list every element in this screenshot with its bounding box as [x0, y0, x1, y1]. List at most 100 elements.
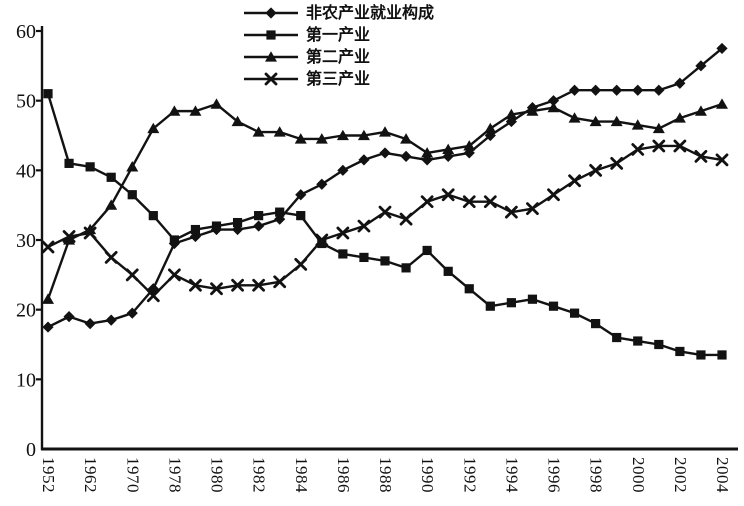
diamond-marker — [568, 84, 581, 96]
square-marker — [359, 252, 369, 263]
triangle-marker — [694, 105, 707, 116]
x-tick-label: 2002 — [671, 457, 690, 493]
square-marker — [338, 249, 348, 259]
diamond-marker — [674, 77, 686, 89]
x-marker — [589, 163, 603, 177]
triangle-marker — [442, 143, 455, 155]
x-tick-label: 1970 — [123, 457, 142, 493]
diamond-marker — [358, 154, 370, 166]
x-tick-label: 1992 — [460, 457, 479, 493]
triangle-marker — [126, 161, 139, 172]
square-marker — [127, 190, 137, 200]
diamond-marker — [295, 189, 307, 201]
square-marker — [485, 301, 495, 311]
x-marker — [41, 240, 55, 254]
square-marker — [190, 224, 201, 235]
x-tick-label: 1962 — [81, 457, 100, 493]
diamond-marker — [653, 84, 665, 96]
square-marker — [211, 221, 222, 231]
x-marker — [526, 202, 539, 216]
x-marker — [252, 278, 266, 292]
y-tick-label: 60 — [16, 21, 36, 43]
x-marker — [483, 195, 497, 209]
legend-label: 非农产业就业构成 — [306, 3, 435, 22]
x-tick-label: 2000 — [629, 457, 648, 493]
y-tick-label: 40 — [16, 160, 36, 182]
triangle-marker — [294, 133, 307, 144]
x-marker — [315, 233, 329, 247]
square-marker — [506, 298, 516, 308]
triangle-marker — [589, 115, 602, 127]
triangle-marker — [63, 234, 76, 245]
legend-item-diamond: 非农产业就业构成 — [242, 2, 434, 24]
square-marker — [43, 89, 53, 99]
diamond-marker — [632, 84, 644, 96]
triangle-marker — [379, 126, 391, 137]
triangle-marker — [42, 293, 54, 304]
x-tick-label: 1952 — [39, 457, 58, 493]
x-tick-label: 2004 — [713, 457, 732, 493]
x-tick-label: 1984 — [292, 457, 311, 493]
triangle-marker — [357, 129, 370, 141]
x-marker — [399, 212, 413, 226]
triangle-marker — [315, 133, 328, 144]
triangle-marker — [400, 133, 413, 144]
x-marker — [694, 149, 708, 163]
x-marker — [462, 195, 476, 209]
x-tick-label: 1988 — [376, 457, 395, 493]
x-marker — [146, 289, 160, 303]
square-marker — [106, 172, 116, 182]
y-tick-label: 20 — [16, 300, 36, 322]
diamond-marker — [126, 307, 138, 319]
triangle-marker — [210, 98, 223, 109]
legend-key-x-icon — [244, 72, 298, 86]
square-marker — [317, 238, 327, 249]
diamond-marker — [695, 60, 707, 72]
x-tick-label: 1980 — [208, 457, 227, 493]
x-marker — [420, 195, 434, 209]
legend-item-square: 第一产业 — [242, 24, 434, 46]
x-marker — [378, 205, 392, 219]
square-marker — [654, 339, 664, 350]
x-marker — [568, 174, 581, 188]
diamond-marker — [611, 84, 623, 96]
x-tick-label: 1982 — [250, 457, 269, 493]
triangle-marker — [505, 108, 518, 120]
triangle-marker — [463, 140, 476, 151]
x-tick-label: 1994 — [502, 457, 521, 493]
x-marker — [610, 156, 624, 170]
square-marker — [696, 350, 706, 360]
diamond-marker — [316, 178, 328, 190]
x-tick-label: 1998 — [587, 457, 606, 493]
triangle-marker — [673, 112, 686, 123]
x-marker — [62, 230, 76, 243]
legend-label: 第二产业 — [306, 47, 371, 66]
triangle-marker — [147, 122, 160, 134]
x-tick-label: 1978 — [165, 457, 184, 493]
square-marker — [401, 263, 411, 273]
diamond-marker — [716, 42, 728, 55]
legend-key-square-icon — [244, 30, 298, 40]
triangle-marker — [547, 101, 560, 113]
triangle-marker — [273, 126, 286, 137]
y-tick-label: 0 — [26, 439, 36, 461]
diamond-marker — [400, 150, 412, 162]
square-marker — [527, 294, 538, 304]
legend-item-triangle: 第二产业 — [242, 46, 434, 68]
triangle-marker — [484, 122, 497, 134]
diamond-marker — [379, 147, 391, 159]
x-marker — [125, 268, 139, 282]
square-marker — [591, 319, 601, 329]
y-tick-label: 30 — [16, 230, 36, 252]
x-marker — [547, 188, 560, 202]
diamond-marker — [253, 220, 265, 232]
square-marker — [717, 350, 727, 360]
diamond-marker — [84, 318, 96, 330]
square-marker — [266, 30, 276, 40]
square-marker — [275, 207, 285, 217]
legend-key-diamond-icon — [244, 7, 298, 19]
x-marker — [189, 278, 202, 292]
square-marker — [443, 266, 453, 276]
x-marker — [104, 251, 118, 264]
